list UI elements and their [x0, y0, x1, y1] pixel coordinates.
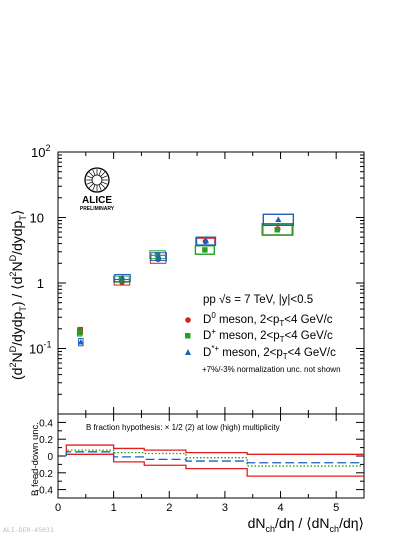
legend-d0: D0 meson, 2<pT<4 GeV/c: [185, 311, 333, 328]
legend-d0-label: D0 meson, 2<pT<4 GeV/c: [203, 311, 333, 328]
logo-spoke: [101, 184, 105, 188]
x-tick-label: 2: [166, 502, 172, 514]
data-point-dplus: [77, 330, 82, 335]
data-point-dplus: [275, 227, 280, 232]
logo-spoke: [102, 176, 108, 178]
x-tick-label: 1: [111, 502, 117, 514]
normalization-note: +7%/-3% normalization unc. not shown: [202, 365, 341, 374]
y-tick-label: 10-1: [29, 340, 51, 357]
data-point-dplus: [202, 247, 207, 252]
logo-inner: [92, 175, 102, 185]
legend-dplus-marker: [185, 333, 191, 339]
main-plot-frame: [58, 152, 364, 414]
x-axis-title: dNch/dη / ⟨dNch/dη⟩: [248, 515, 364, 534]
logo-spoke: [89, 184, 93, 188]
figure-stamp: ALI-DER-45031: [3, 526, 54, 534]
legend-header: pp √s = 7 TeV, |y|<0.5: [203, 293, 313, 306]
ratio-y-tick-label: 0.4: [39, 418, 53, 429]
alice-logo: ALICE PRELIMINARY: [80, 168, 115, 212]
y-tick-label: 1: [37, 276, 44, 291]
data-point-dstar: [275, 216, 281, 222]
chart-marks: 10-1 1 10 102 0 1 2 3 4 5 -0.4 -0.2 0 0.2 0.4: [29, 143, 364, 514]
logo-spoke: [99, 170, 101, 176]
logo-spokes: [86, 169, 108, 191]
logo-spoke: [101, 172, 105, 176]
logo-spoke: [93, 185, 95, 191]
ratio-y-tick-label: -0.4: [36, 486, 54, 497]
y-axis-title: (d2ND/dydpT) / ⟨d2ND/dydpT⟩: [8, 210, 28, 380]
logo-spoke: [102, 182, 108, 184]
ratio-y-tick-label: -0.2: [36, 469, 54, 480]
legend-dplus-label: D+ meson, 2<pT<4 GeV/c: [203, 327, 333, 344]
logo-spoke: [89, 172, 93, 176]
ratio-y-tick-label: 0: [47, 452, 53, 463]
y-tick-label: 102: [31, 143, 50, 160]
logo-title: ALICE: [82, 195, 112, 206]
x-tick-label: 3: [222, 502, 228, 514]
ratio-y-tick-label: 0.2: [39, 435, 53, 446]
legend-d0-marker: [185, 317, 191, 323]
logo-spoke: [87, 176, 93, 178]
ratio-panel-title: B fraction hypothesis: × 1/2 (2) at low …: [86, 423, 280, 432]
x-tick-label: 0: [55, 502, 61, 514]
logo-spoke: [87, 182, 93, 184]
y-tick-label: 10: [30, 211, 44, 226]
logo-subtitle: PRELIMINARY: [80, 206, 115, 212]
legend-dstar: D*+ meson, 2<pT<4 GeV/c: [185, 344, 336, 361]
x-tick-label: 5: [333, 502, 339, 514]
logo-spoke: [99, 185, 101, 191]
legend-dstar-marker: [185, 349, 191, 355]
logo-spoke: [93, 170, 95, 176]
legend-dstar-label: D*+ meson, 2<pT<4 GeV/c: [203, 344, 336, 361]
x-tick-label: 4: [277, 502, 283, 514]
legend-dplus: D+ meson, 2<pT<4 GeV/c: [185, 327, 333, 344]
